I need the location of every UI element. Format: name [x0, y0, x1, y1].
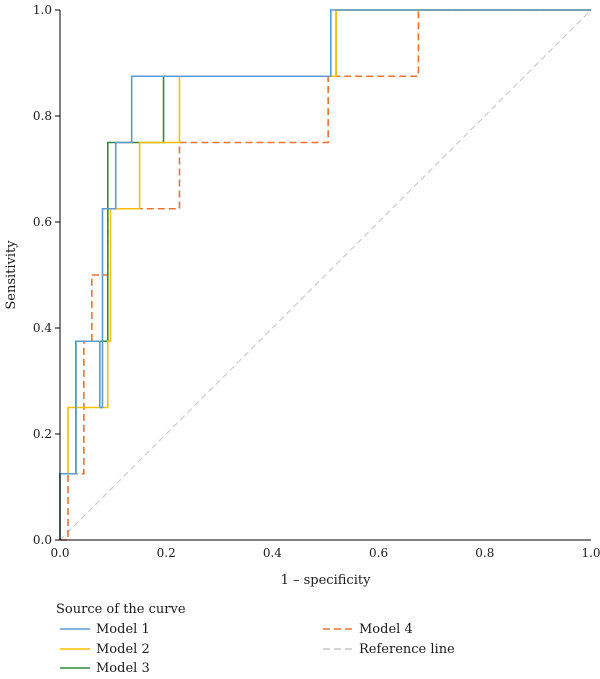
y-tick-label: 0.4: [33, 321, 52, 335]
y-tick-label: 1.0: [33, 3, 52, 17]
legend-label: Model 1: [96, 622, 150, 637]
y-tick-label: 0.8: [33, 109, 52, 123]
x-tick-label: 0.0: [50, 546, 69, 560]
plot-lines: [59, 9, 592, 541]
series-line-reference-line: [59, 9, 592, 541]
x-tick-label: 0.8: [475, 546, 494, 560]
y-tick-label: 0.0: [33, 533, 52, 547]
x-axis-title: 1 – specificity: [281, 573, 371, 588]
x-ticks: 0.0 0.2 0.4 0.6 0.8 1.0: [50, 546, 600, 560]
x-tick-label: 1.0: [581, 546, 600, 560]
x-tick-label: 0.4: [263, 546, 282, 560]
y-ticks: 0.0 0.2 0.4 0.6 0.8 1.0: [33, 3, 60, 547]
y-tick-label: 0.2: [33, 427, 52, 441]
legend-label: Model 2: [96, 642, 150, 657]
legend-label: Model 3: [96, 661, 150, 676]
x-tick-label: 0.6: [369, 546, 388, 560]
y-axis-title: Sensitivity: [4, 240, 19, 310]
legend-label: Model 4: [359, 622, 413, 637]
legend-title: Source of the curve: [56, 602, 186, 617]
legend: Source of the curve Model 1 Model 2 Model …: [56, 602, 455, 676]
axes: [59, 10, 591, 541]
x-tick-label: 0.2: [157, 546, 176, 560]
y-tick-label: 0.6: [33, 215, 52, 229]
legend-label: Reference line: [359, 642, 455, 657]
series-line-model-1: [59, 9, 591, 540]
